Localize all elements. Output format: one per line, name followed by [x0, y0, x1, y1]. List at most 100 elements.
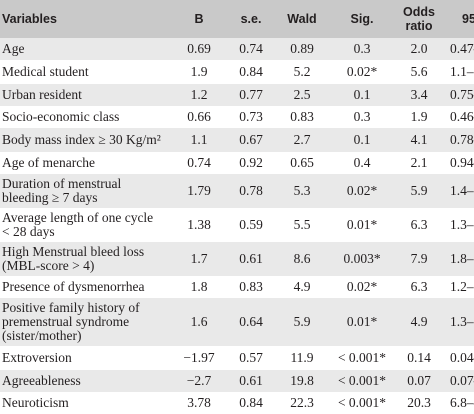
- variable-cell: Positive family history of premenstrual …: [2, 300, 140, 343]
- wald-cell: 0.83: [290, 109, 314, 124]
- ci-cell: 0.04–0.42: [450, 350, 474, 365]
- sig-cell: 0.01*: [346, 217, 378, 232]
- odds-ratio-cell: 0.14: [407, 350, 431, 365]
- wald-cell: 4.9: [293, 279, 311, 294]
- variable-cell: High Menstrual bleed loss (MBL-score > 4…: [2, 244, 145, 273]
- se-cell: 0.67: [239, 132, 263, 147]
- se-cell: 0.84: [239, 395, 263, 410]
- sig-cell: 0.01*: [346, 314, 378, 329]
- odds-ratio-cell: 1.9: [410, 109, 428, 124]
- variable-cell: Duration of menstrual bleeding ≥ 7 days: [2, 176, 122, 205]
- variable-cell: Medical student: [2, 64, 89, 79]
- ci-cell: 0.94–11.1: [450, 155, 474, 170]
- sig-cell: < 0.001*: [337, 373, 387, 388]
- b-cell: 1.6: [190, 314, 208, 329]
- b-cell: 3.78: [187, 395, 211, 410]
- variable-cell: Neuroticism: [2, 395, 69, 410]
- header-variables: Variables: [2, 12, 57, 26]
- table-row: Duration of menstrual bleeding ≥ 7 days 1…: [0, 174, 474, 208]
- ci-cell: 1.8–24.1: [450, 251, 474, 266]
- odds-ratio-cell: 5.9: [410, 183, 428, 198]
- wald-cell: 2.7: [293, 132, 311, 147]
- wald-cell: 5.2: [293, 64, 311, 79]
- b-cell: 1.8: [190, 279, 208, 294]
- table-row: Medical student 1.9 0.84 5.2 0.02* 5.6 1.1–10.…: [0, 60, 474, 84]
- table-row: High Menstrual bleed loss (MBL-score > 4…: [0, 242, 474, 276]
- b-cell: 0.74: [187, 155, 211, 170]
- variable-cell: Age of menarche: [2, 155, 95, 170]
- se-cell: 0.83: [239, 279, 263, 294]
- se-cell: 0.64: [239, 314, 263, 329]
- wald-cell: 22.3: [290, 395, 314, 410]
- wald-cell: 11.9: [290, 350, 314, 365]
- odds-ratio-cell: 6.3: [410, 217, 428, 232]
- b-cell: −1.97: [183, 350, 215, 365]
- table-row: Socio-economic class 0.66 0.73 0.83 0.3 1.9 0.…: [0, 106, 474, 128]
- header-se: s.e.: [240, 12, 262, 26]
- sig-cell: 0.003*: [343, 251, 381, 266]
- ci-cell: 0.46–8.1: [450, 109, 474, 124]
- se-cell: 0.77: [239, 87, 263, 102]
- se-cell: 0.73: [239, 109, 263, 124]
- wald-cell: 0.65: [290, 155, 314, 170]
- odds-ratio-cell: 4.9: [410, 314, 428, 329]
- se-cell: 0.59: [239, 217, 263, 232]
- header-odds-ratio: Odds ratio: [403, 5, 435, 33]
- wald-cell: 19.8: [290, 373, 314, 388]
- b-cell: 1.79: [187, 183, 211, 198]
- b-cell: 1.38: [187, 217, 211, 232]
- variable-cell: Average length of one cycle < 28 days: [2, 210, 154, 239]
- b-cell: 1.2: [190, 87, 208, 102]
- sig-cell: < 0.001*: [337, 395, 387, 410]
- table-row: Age 0.69 0.74 0.89 0.3 2.0 0.47–8.5: [0, 38, 474, 60]
- table-row: Average length of one cycle < 28 days 1.3…: [0, 208, 474, 242]
- wald-cell: 5.9: [293, 314, 311, 329]
- sig-cell: 0.4: [353, 155, 371, 170]
- header-ci: 95% CI: [462, 12, 474, 26]
- ci-cell: 1.2–31.6: [450, 279, 474, 294]
- odds-ratio-cell: 5.6: [410, 64, 428, 79]
- ci-cell: 1.3–36.4: [450, 217, 474, 232]
- wald-cell: 2.5: [293, 87, 311, 102]
- header-wald: Wald: [287, 12, 317, 26]
- sig-cell: 0.02*: [346, 183, 378, 198]
- b-cell: 1.7: [190, 251, 208, 266]
- sig-cell: 0.3: [353, 41, 371, 56]
- b-cell: 0.69: [187, 41, 211, 56]
- sig-cell: < 0.001*: [337, 350, 387, 365]
- se-cell: 0.92: [239, 155, 263, 170]
- variable-cell: Body mass index ≥ 30 Kg/m²: [2, 132, 161, 147]
- wald-cell: 0.89: [290, 41, 314, 56]
- se-cell: 0.78: [239, 183, 263, 198]
- table-row: Positive family history of premenstrual …: [0, 298, 474, 346]
- table-row: Agreeableness −2.7 0.61 19.8 < 0.001* 0.07 0.0…: [0, 370, 474, 392]
- sig-cell: 0.1: [353, 87, 371, 102]
- ci-cell: 0.47–8.5: [450, 41, 474, 56]
- header-b: B: [194, 12, 204, 26]
- table-row: Age of menarche 0.74 0.92 0.65 0.4 2.1 0.94–11…: [0, 152, 474, 174]
- b-cell: −2.7: [186, 373, 212, 388]
- ci-cell: 1.4–17.6: [450, 183, 474, 198]
- table-row: Extroversion −1.97 0.57 11.9 < 0.001* 0.14 0.0…: [0, 346, 474, 370]
- sig-cell: 0.02*: [346, 279, 378, 294]
- odds-ratio-cell: 0.07: [407, 373, 431, 388]
- odds-ratio-cell: 4.1: [410, 132, 428, 147]
- se-cell: 0.74: [239, 41, 263, 56]
- variable-cell: Socio-economic class: [2, 109, 120, 124]
- sig-cell: 0.3: [353, 109, 371, 124]
- variable-cell: Urban resident: [2, 87, 82, 102]
- table-row: Body mass index ≥ 30 Kg/m² 1.1 0.67 2.7 0.1 4…: [0, 128, 474, 152]
- ci-cell: 0.78–21.4: [450, 132, 474, 147]
- table-row: Presence of dysmenorrhea 1.8 0.83 4.9 0.02* 6…: [0, 276, 474, 298]
- se-cell: 0.61: [239, 373, 263, 388]
- ci-cell: 0.07–0.22: [450, 373, 474, 388]
- variable-cell: Presence of dysmenorrhea: [2, 279, 145, 294]
- table-row: Urban resident 1.2 0.77 2.5 0.1 3.4 0.75–15.8: [0, 84, 474, 106]
- variable-cell: Agreeableness: [2, 373, 81, 388]
- b-cell: 0.66: [187, 109, 211, 124]
- odds-ratio-cell: 2.1: [410, 155, 428, 170]
- se-cell: 0.57: [239, 350, 263, 365]
- ci-cell: 1.3–17.5: [450, 314, 474, 329]
